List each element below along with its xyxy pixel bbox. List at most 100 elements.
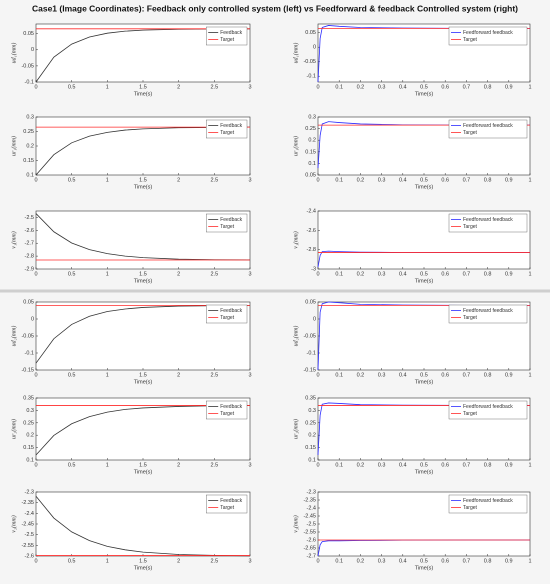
y-tick-label: 0.15 xyxy=(23,158,34,164)
x-tick-label: 0.9 xyxy=(505,84,513,90)
x-tick-label: 0.5 xyxy=(420,84,428,90)
y-tick-label: 0.15 xyxy=(305,445,316,451)
x-tick-label: 0.4 xyxy=(399,271,407,277)
y-tick-label: -0.05 xyxy=(21,63,34,69)
x-tick-label: 3 xyxy=(248,271,251,277)
y-tick-label: -2.3 xyxy=(307,489,316,495)
y-tick-label: 0 xyxy=(313,45,316,51)
x-tick-label: 1 xyxy=(106,271,109,277)
x-tick-label: 2.5 xyxy=(211,558,219,564)
x-tick-label: 1 xyxy=(106,558,109,564)
x-tick-label: 1 xyxy=(106,372,109,378)
x-tick-label: 0.4 xyxy=(399,558,407,564)
y-tick-label: 0.25 xyxy=(23,129,34,135)
y-axis-label: v₁(mm) xyxy=(10,231,17,248)
x-tick-label: 0.6 xyxy=(441,84,449,90)
legend-box xyxy=(448,400,528,420)
subplot: -3 -2.8 -2.6 -2.4 0 0.1 0.2 0.3 0.4 0.5 0.6 0.7 0.8 0… xyxy=(292,208,531,284)
x-tick-label: 0.7 xyxy=(463,84,471,90)
legend-label: Feedforward feedback xyxy=(463,404,513,410)
x-tick-label: 0.8 xyxy=(484,84,492,90)
x-tick-label: 0 xyxy=(316,558,319,564)
x-tick-label: 0.7 xyxy=(463,177,471,183)
legend-box xyxy=(205,119,248,139)
y-tick-label: 0 xyxy=(31,316,34,322)
x-tick-label: 0.6 xyxy=(441,372,449,378)
x-tick-label: 2.5 xyxy=(211,462,219,468)
x-tick-label: 0.9 xyxy=(505,271,513,277)
x-tick-label: 0 xyxy=(316,372,319,378)
legend-label: Target xyxy=(463,411,478,417)
x-axis-label: Time(s) xyxy=(134,469,153,475)
x-tick-label: 0.3 xyxy=(378,462,386,468)
legend-label: Feedforward feedback xyxy=(463,30,513,36)
x-tick-label: 2.5 xyxy=(211,372,219,378)
y-tick-label: 0.3 xyxy=(26,114,34,120)
legend-label: Feedforward feedback xyxy=(463,308,513,314)
x-tick-label: 2.5 xyxy=(211,84,219,90)
x-tick-label: 0.6 xyxy=(441,177,449,183)
y-tick-label: 0.3 xyxy=(308,408,316,414)
y-tick-label: -2.45 xyxy=(21,521,34,527)
series-line xyxy=(35,213,251,261)
legend-box xyxy=(205,213,248,233)
x-tick-label: 1.5 xyxy=(139,271,147,277)
y-tick-label: -2.5 xyxy=(25,215,34,221)
y-tick-label: -0.05 xyxy=(21,333,34,339)
x-tick-label: 0.2 xyxy=(357,372,365,378)
y-tick-label: -2.6 xyxy=(25,228,34,234)
legend-label: Target xyxy=(220,315,235,321)
y-axis-label: v₂(mm) xyxy=(292,515,299,532)
x-tick-label: 0.9 xyxy=(505,372,513,378)
y-tick-label: 0.2 xyxy=(308,138,316,144)
x-tick-label: 0.5 xyxy=(68,558,76,564)
legend-label: Target xyxy=(220,224,235,230)
subplot: 0.1 0.15 0.2 0.25 0.3 0.35 0 0.5 1 1.5 2 2.5 3 Time(s… xyxy=(10,395,251,475)
legend-label: Target xyxy=(220,411,235,417)
y-tick-label: -2.4 xyxy=(25,511,34,517)
x-tick-label: 0.2 xyxy=(357,84,365,90)
x-tick-label: 1.5 xyxy=(139,84,147,90)
y-tick-label: -2.45 xyxy=(303,513,316,519)
y-tick-label: -2.6 xyxy=(307,537,316,543)
x-tick-label: 0 xyxy=(316,84,319,90)
x-axis-label: Time(s) xyxy=(415,565,434,571)
legend-label: Feedforward feedback xyxy=(463,123,513,129)
legend-label: Target xyxy=(220,37,235,43)
x-tick-label: 0.5 xyxy=(68,177,76,183)
x-tick-label: 0.5 xyxy=(68,372,76,378)
y-tick-label: -0.1 xyxy=(307,74,316,80)
x-tick-label: 0.2 xyxy=(357,558,365,564)
x-tick-label: 0.4 xyxy=(399,372,407,378)
subplot: -2.6 -2.55 -2.5 -2.45 -2.4 -2.35 -2.3 0 0.5 1 1.5 2… xyxy=(10,489,251,571)
x-tick-label: 0.5 xyxy=(420,558,428,564)
legend-box xyxy=(205,304,248,324)
y-tick-label: -3 xyxy=(311,266,316,272)
x-tick-label: 1 xyxy=(528,177,531,183)
y-tick-label: 0.35 xyxy=(305,395,316,401)
x-tick-label: 0 xyxy=(34,462,37,468)
x-tick-label: 0.6 xyxy=(441,558,449,564)
subplot: -0.15 -0.1 -0.05 0 0.05 0 0.5 1 1.5 2 2.5 3 Time(s) u… xyxy=(10,299,251,385)
x-tick-label: 0.7 xyxy=(463,558,471,564)
x-tick-label: 1.5 xyxy=(139,558,147,564)
y-tick-label: 0.05 xyxy=(23,299,34,305)
x-tick-label: 0 xyxy=(34,558,37,564)
x-tick-label: 0.3 xyxy=(378,271,386,277)
y-tick-label: 0.2 xyxy=(26,433,34,439)
y-tick-label: -2.5 xyxy=(307,521,316,527)
x-tick-label: 2.5 xyxy=(211,177,219,183)
y-axis-label: ur₂(mm) xyxy=(292,419,299,439)
y-axis-label: ud₁(mm) xyxy=(10,43,17,64)
y-tick-label: -2.6 xyxy=(307,228,316,234)
series-line xyxy=(35,496,251,557)
y-tick-label: -2.6 xyxy=(25,553,34,559)
x-tick-label: 2 xyxy=(177,271,180,277)
x-tick-label: 0 xyxy=(34,372,37,378)
x-tick-label: 2.5 xyxy=(211,271,219,277)
legend-label: Feedforward feedback xyxy=(463,217,513,223)
legend-label: Feedback xyxy=(220,404,242,410)
x-axis-label: Time(s) xyxy=(134,565,153,571)
